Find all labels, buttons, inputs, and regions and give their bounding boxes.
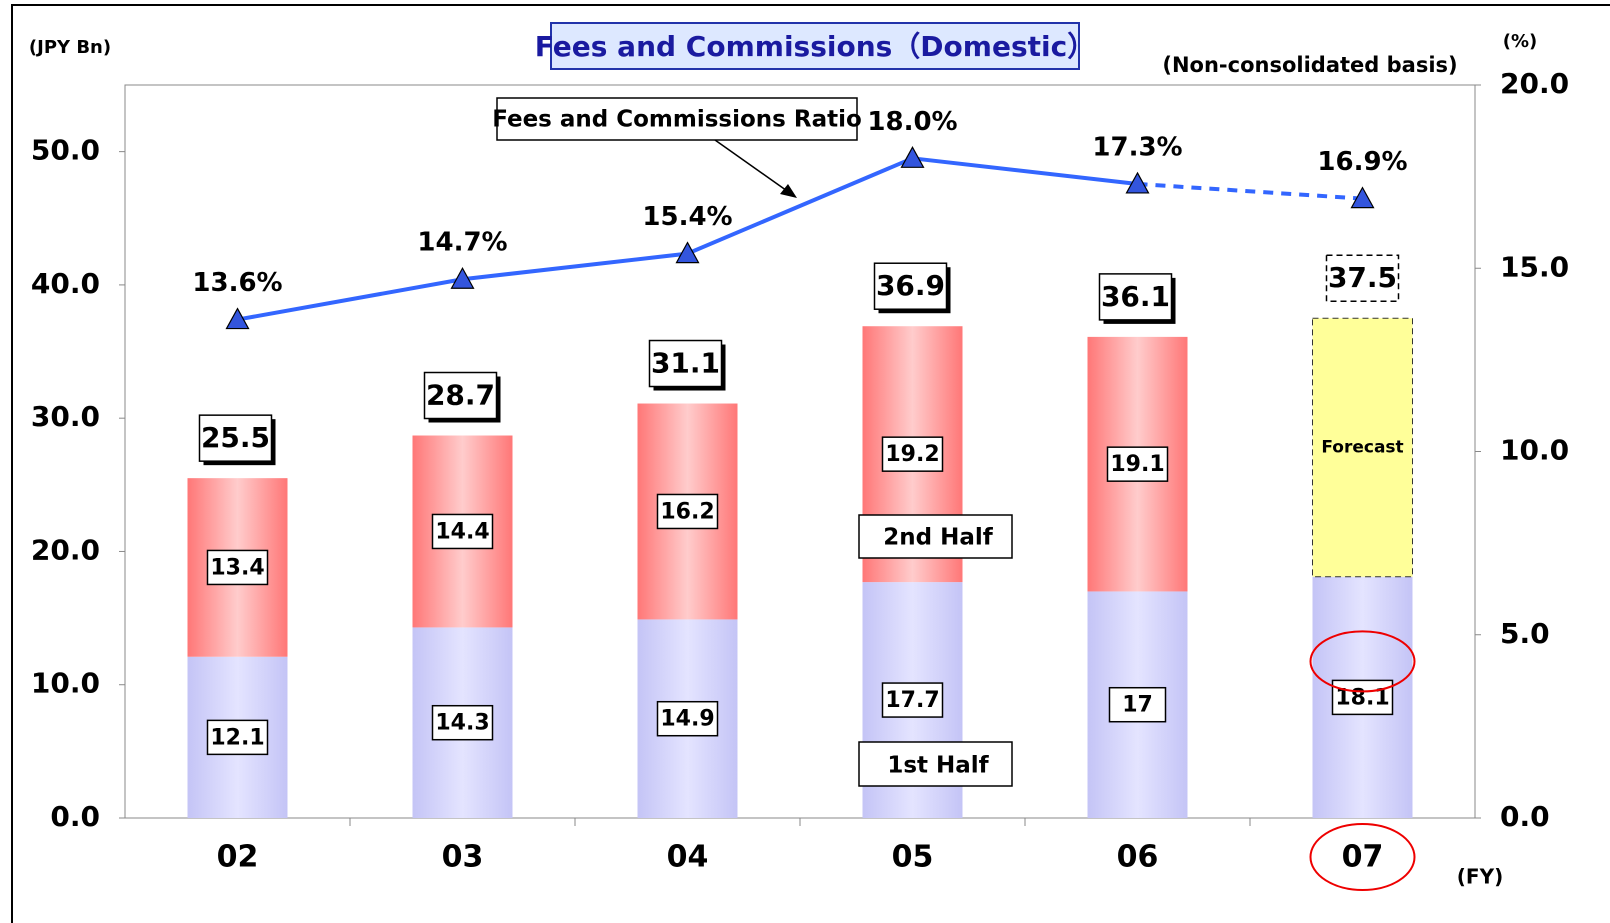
- ratio-value-label: 17.3%: [1092, 132, 1182, 162]
- legend-1st: 1st Half: [887, 753, 989, 779]
- forecast-label: Forecast: [1321, 438, 1403, 458]
- x-axis-label: (FY): [1457, 865, 1503, 889]
- y2-tick-label: 20.0: [1500, 67, 1569, 100]
- bar-value-label: 14.3: [435, 711, 489, 736]
- total-label: 31.1: [651, 347, 720, 380]
- bar-value-label-box: [1331, 679, 1394, 716]
- bar-value-label-box: [206, 719, 269, 756]
- ratio-line-segment: [237, 277, 463, 322]
- ratio-value-label: 18.0%: [867, 107, 957, 137]
- ratio-line-segment: [912, 156, 1138, 186]
- ratio-callout: Fees and Commissions Ratio: [492, 107, 862, 133]
- legend-1st-box: [858, 741, 1013, 787]
- y2-tick-label: 5.0: [1500, 617, 1550, 650]
- total-label-box: [873, 262, 948, 310]
- ratio-value-label: 16.9%: [1317, 147, 1407, 177]
- frame: [11, 4, 1610, 923]
- x-tick-label: 02: [217, 840, 259, 875]
- ratio-marker: [900, 146, 925, 168]
- ratio-marker: [1350, 186, 1375, 209]
- ratio-line-segment: [686, 156, 914, 256]
- bar-value-label-box: [656, 493, 719, 530]
- legend-2nd-box: [858, 514, 1013, 559]
- bar-value-label: 19.1: [1110, 452, 1164, 477]
- ratio-marker: [1125, 171, 1150, 194]
- forecast-bar: [1312, 317, 1413, 578]
- bar-value-label: 17: [1122, 693, 1153, 718]
- ratio-marker: [675, 241, 700, 264]
- y-tick-label: 40.0: [31, 267, 100, 300]
- subtitle: (Non-consolidated basis): [1162, 53, 1457, 77]
- bar-value-label: 16.2: [660, 499, 714, 524]
- bar-value-label: 12.1: [210, 725, 264, 750]
- total-label-box: [1325, 254, 1400, 302]
- ratio-callout-box: [496, 97, 858, 141]
- total-label: 25.5: [201, 421, 270, 454]
- ratio-line-segment: [462, 251, 688, 282]
- title-box: [550, 22, 1080, 70]
- bar-value-label: 19.2: [885, 442, 939, 467]
- y2-axis-label: (%): [1503, 31, 1538, 52]
- y-tick-label: 50.0: [31, 134, 100, 167]
- bar-value-label-box: [656, 700, 719, 737]
- bar-value-label-box: [431, 513, 494, 550]
- ratio-marker: [225, 307, 250, 330]
- x-tick-label: 07: [1342, 840, 1384, 875]
- y2-tick-label: 10.0: [1500, 434, 1569, 467]
- bar-value-label: 13.4: [210, 555, 264, 580]
- bar-value-label-box: [431, 704, 494, 741]
- highlight-circle: [1309, 630, 1416, 693]
- bar-value-label-box: [881, 682, 944, 718]
- total-label-box: [1098, 273, 1173, 321]
- total-label: 36.9: [876, 269, 945, 302]
- total-label: 36.1: [1101, 280, 1170, 313]
- total-label-box: [198, 414, 273, 462]
- ratio-marker: [450, 266, 475, 289]
- bar-value-label-box: [1108, 686, 1167, 723]
- ratio-value-label: 13.6%: [192, 268, 282, 298]
- x-tick-label: 06: [1117, 840, 1159, 875]
- ratio-value-label: 15.4%: [642, 202, 732, 232]
- x-tick-label: 05: [892, 840, 934, 875]
- y-tick-label: 0.0: [50, 800, 100, 833]
- y-axis-label: (JPY Bn): [29, 37, 111, 58]
- bar-value-label-box: [881, 436, 944, 472]
- total-label-box: [648, 339, 723, 388]
- x-tick-label: 03: [442, 840, 484, 875]
- bar-value-label: 14.4: [435, 519, 489, 544]
- ratio-value-label: 14.7%: [417, 228, 507, 258]
- y-tick-label: 10.0: [31, 667, 100, 700]
- y-tick-label: 30.0: [31, 400, 100, 433]
- bar-value-label-box: [1106, 446, 1169, 482]
- y2-tick-label: 0.0: [1500, 800, 1550, 833]
- callout-arrow: [714, 139, 791, 194]
- y2-tick-label: 15.0: [1500, 250, 1569, 283]
- plot-area: [124, 84, 1476, 819]
- total-label: 28.7: [426, 379, 495, 412]
- bar-value-label-box: [206, 549, 269, 586]
- total-label: 37.5: [1328, 261, 1397, 294]
- x-tick-label: 04: [667, 840, 709, 875]
- y-tick-label: 20.0: [31, 533, 100, 566]
- highlight-circle: [1309, 823, 1416, 891]
- bar-value-label: 14.9: [660, 707, 714, 732]
- callout-arrowhead: [780, 184, 797, 198]
- legend-2nd: 2nd Half: [883, 525, 994, 551]
- total-label-box: [423, 371, 498, 420]
- ratio-line-segment: [1137, 181, 1363, 201]
- chart-title: Fees and Commissions（Domestic）: [535, 30, 1095, 63]
- bar-value-label: 17.7: [885, 688, 939, 713]
